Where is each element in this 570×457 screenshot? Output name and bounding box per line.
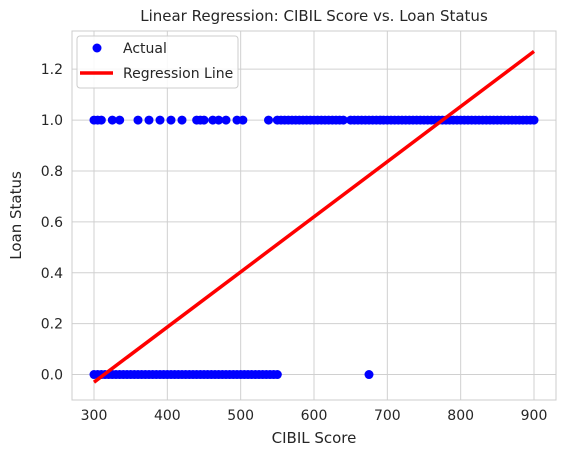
- tick-labels: 300 400 500 600 700 800 900 0.0 0.2 0.4 0.6 0.8 1.0 1…: [41, 62, 548, 424]
- x-tick-label: 400: [154, 408, 181, 424]
- x-axis-title: CIBIL Score: [272, 429, 357, 447]
- y-tick-label: 1.0: [41, 113, 63, 129]
- x-tick-label: 600: [301, 408, 328, 424]
- y-tick-label: 0.0: [41, 368, 63, 384]
- plot-frame: [71, 30, 557, 401]
- data-layer: [89, 49, 539, 384]
- x-tick-label: 700: [374, 408, 401, 424]
- y-tick-label: 0.4: [41, 266, 63, 282]
- legend-actual-label: Actual: [123, 41, 167, 57]
- legend: Actual Regression Line: [76, 35, 239, 89]
- x-tick-label: 800: [447, 408, 474, 424]
- actual-point: [155, 115, 165, 125]
- actual-point: [144, 115, 154, 125]
- actual-point: [133, 115, 143, 125]
- chart-title: Linear Regression: CIBIL Score vs. Loan …: [140, 7, 488, 25]
- actual-point: [214, 115, 224, 125]
- y-axis-title: Loan Status: [7, 171, 25, 260]
- actual-point: [199, 115, 209, 125]
- y-tick-label: 0.6: [41, 215, 63, 231]
- y-tick-label: 0.8: [41, 164, 63, 180]
- actual-point: [338, 115, 348, 125]
- actual-point: [529, 115, 539, 125]
- x-tick-label: 900: [521, 408, 548, 424]
- x-tick-label: 500: [227, 408, 254, 424]
- actual-point: [264, 115, 274, 125]
- actual-point: [107, 115, 117, 125]
- actual-point: [115, 115, 125, 125]
- actual-point: [364, 370, 374, 380]
- actual-point: [166, 115, 176, 125]
- actual-point: [221, 115, 231, 125]
- x-tick-label: 300: [81, 408, 108, 424]
- y-tick-label: 0.2: [41, 317, 63, 333]
- actual-point: [238, 115, 248, 125]
- actual-point: [177, 115, 187, 125]
- regression-line: [92, 49, 536, 384]
- legend-actual-marker: [92, 43, 102, 53]
- actual-point: [272, 370, 282, 380]
- legend-regression-label: Regression Line: [123, 66, 233, 82]
- actual-point: [96, 115, 106, 125]
- legend-box: [76, 35, 239, 89]
- y-tick-label: 1.2: [41, 62, 63, 78]
